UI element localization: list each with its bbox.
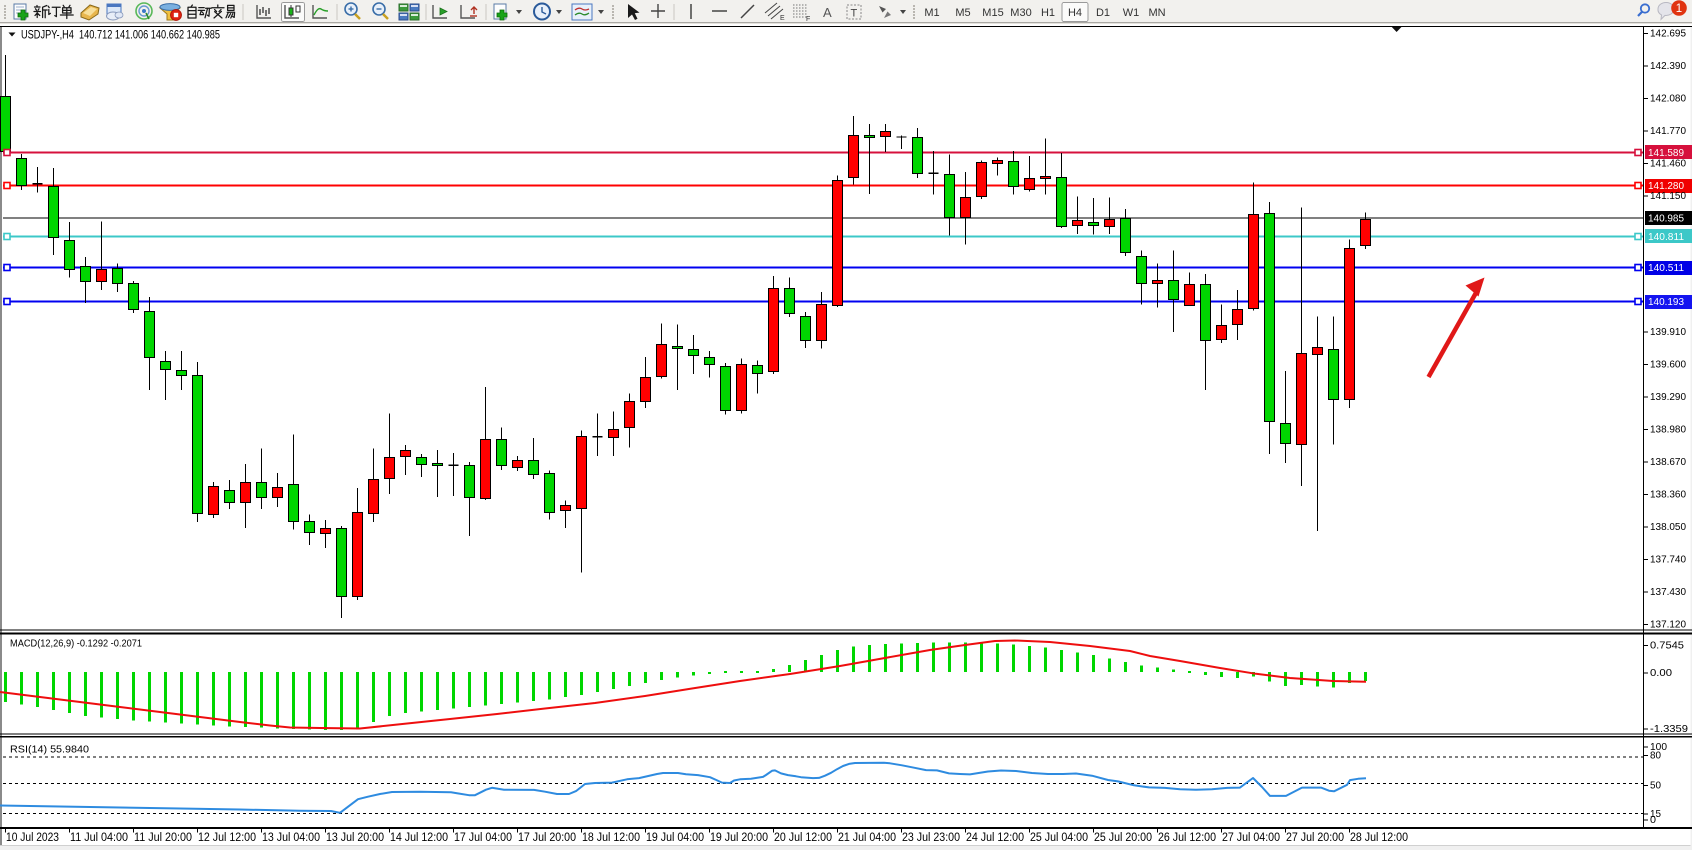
svg-text:15: 15: [1650, 808, 1661, 820]
svg-text:18 Jul 12:00: 18 Jul 12:00: [582, 832, 640, 844]
svg-text:W1: W1: [1123, 7, 1140, 19]
svg-text:M30: M30: [1010, 7, 1031, 19]
svg-text:1: 1: [1676, 3, 1682, 15]
svg-text:140.811: 140.811: [1648, 232, 1684, 243]
svg-text:M5: M5: [955, 7, 970, 19]
svg-text:138.980: 138.980: [1650, 425, 1686, 436]
svg-text:28 Jul 12:00: 28 Jul 12:00: [1350, 832, 1408, 844]
svg-text:140.193: 140.193: [1648, 297, 1684, 308]
svg-text:26 Jul 12:00: 26 Jul 12:00: [1158, 832, 1216, 844]
svg-text:138.050: 138.050: [1650, 522, 1686, 533]
svg-text:19 Jul 20:00: 19 Jul 20:00: [710, 832, 768, 844]
svg-text:E: E: [780, 15, 785, 22]
svg-text:139.600: 139.600: [1650, 360, 1686, 371]
svg-text:80: 80: [1650, 750, 1661, 762]
svg-text:0: 0: [1650, 814, 1656, 826]
svg-text:10 Jul 2023: 10 Jul 2023: [6, 832, 59, 844]
svg-text:13 Jul 04:00: 13 Jul 04:00: [262, 832, 320, 844]
svg-text:25 Jul 20:00: 25 Jul 20:00: [1094, 832, 1152, 844]
svg-text:D1: D1: [1096, 7, 1110, 19]
svg-text:13 Jul 20:00: 13 Jul 20:00: [326, 832, 384, 844]
svg-text:20 Jul 12:00: 20 Jul 12:00: [774, 832, 832, 844]
svg-text:100: 100: [1650, 741, 1667, 753]
svg-text:M15: M15: [982, 7, 1003, 19]
svg-text:RSI(14) 55.9840: RSI(14) 55.9840: [10, 744, 89, 756]
svg-text:140.985: 140.985: [1648, 214, 1684, 225]
svg-text:-1.3359: -1.3359: [1650, 723, 1688, 735]
svg-text:F: F: [806, 16, 810, 23]
svg-text:140.511: 140.511: [1648, 263, 1684, 274]
svg-text:MACD(12,26,9) -0.1292 -0.2071: MACD(12,26,9) -0.1292 -0.2071: [10, 638, 142, 650]
svg-text:11 Jul 04:00: 11 Jul 04:00: [70, 832, 128, 844]
svg-text:137.120: 137.120: [1650, 620, 1686, 631]
svg-text:17 Jul 20:00: 17 Jul 20:00: [518, 832, 576, 844]
svg-text:139.290: 139.290: [1650, 392, 1686, 403]
svg-text:25 Jul 04:00: 25 Jul 04:00: [1030, 832, 1088, 844]
svg-text:21 Jul 04:00: 21 Jul 04:00: [838, 832, 896, 844]
svg-text:H4: H4: [1068, 7, 1082, 19]
svg-text:MN: MN: [1148, 7, 1165, 19]
svg-text:138.360: 138.360: [1650, 490, 1686, 501]
svg-text:14 Jul 12:00: 14 Jul 12:00: [390, 832, 448, 844]
svg-text:137.740: 137.740: [1650, 555, 1686, 566]
svg-text:12 Jul 12:00: 12 Jul 12:00: [198, 832, 256, 844]
svg-text:141.770: 141.770: [1650, 126, 1686, 137]
svg-text:M1: M1: [924, 7, 939, 19]
svg-text:27 Jul 04:00: 27 Jul 04:00: [1222, 832, 1280, 844]
svg-text:H1: H1: [1041, 7, 1055, 19]
svg-text:T: T: [851, 8, 858, 20]
svg-text:141.280: 141.280: [1648, 181, 1684, 192]
svg-text:11 Jul 20:00: 11 Jul 20:00: [134, 832, 192, 844]
svg-text:A: A: [823, 5, 832, 20]
svg-text:27 Jul 20:00: 27 Jul 20:00: [1286, 832, 1344, 844]
svg-text:137.430: 137.430: [1650, 587, 1686, 598]
svg-text:138.670: 138.670: [1650, 457, 1686, 468]
svg-text:141.150: 141.150: [1650, 191, 1686, 202]
svg-text:USDJPY-,H4 140.712 141.006 14: USDJPY-,H4 140.712 141.006 140.662 140.9…: [21, 30, 220, 42]
svg-text:0.7545: 0.7545: [1650, 640, 1684, 652]
svg-text:17 Jul 04:00: 17 Jul 04:00: [454, 832, 512, 844]
svg-text:24 Jul 12:00: 24 Jul 12:00: [966, 832, 1024, 844]
svg-text:0.00: 0.00: [1650, 667, 1672, 679]
svg-text:23 Jul 23:00: 23 Jul 23:00: [902, 832, 960, 844]
svg-text:50: 50: [1650, 779, 1661, 791]
svg-text:142.695: 142.695: [1650, 29, 1686, 40]
svg-text:142.080: 142.080: [1650, 94, 1686, 105]
svg-text:139.910: 139.910: [1650, 327, 1686, 338]
svg-text:19 Jul 04:00: 19 Jul 04:00: [646, 832, 704, 844]
svg-text:141.589: 141.589: [1648, 148, 1684, 159]
svg-text:141.460: 141.460: [1650, 159, 1686, 170]
svg-text:142.390: 142.390: [1650, 61, 1686, 72]
